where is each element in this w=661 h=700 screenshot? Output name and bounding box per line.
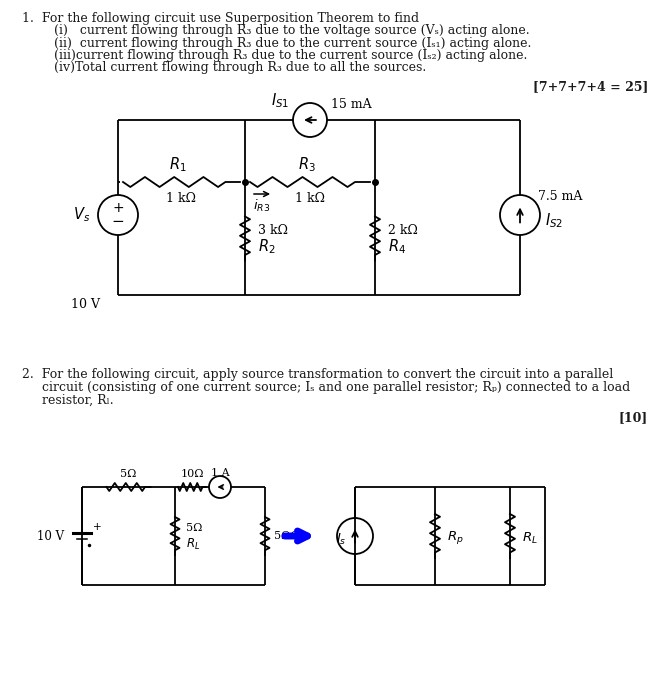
Text: 3 kΩ: 3 kΩ [258,224,288,237]
Text: 15 mA: 15 mA [331,97,371,111]
Text: 5Ω: 5Ω [120,469,137,479]
Text: $R_4$: $R_4$ [388,237,406,256]
Text: 2 kΩ: 2 kΩ [388,224,418,237]
Text: 5ΩΩ: 5ΩΩ [274,531,299,541]
Text: $R_2$: $R_2$ [258,237,276,256]
Text: $R_L$: $R_L$ [522,531,538,545]
Text: circuit (consisting of one current source; Iₛ and one parallel resistor; Rₚ) con: circuit (consisting of one current sourc… [22,381,630,394]
Text: $V_s$: $V_s$ [73,206,90,224]
Text: [7+7+7+4 = 25]: [7+7+7+4 = 25] [533,80,648,93]
Text: 10 V: 10 V [37,529,64,542]
Text: (i)   current flowing through R₃ due to the voltage source (Vₛ) acting alone.: (i) current flowing through R₃ due to th… [22,24,529,37]
Text: +: + [93,522,102,532]
Text: $I_{S1}$: $I_{S1}$ [271,92,289,111]
Text: $I_s$: $I_s$ [336,531,347,547]
Text: 7.5 mA: 7.5 mA [538,190,582,204]
Text: 1 kΩ: 1 kΩ [167,192,196,204]
Text: 10Ω: 10Ω [180,469,204,479]
Text: $R_L$: $R_L$ [186,536,200,552]
Text: 5Ω: 5Ω [186,523,202,533]
Text: 10 V: 10 V [71,298,100,312]
Text: +: + [112,201,124,215]
Text: $R_1$: $R_1$ [169,155,186,174]
Text: $R_3$: $R_3$ [298,155,316,174]
Text: 2.  For the following circuit, apply source transformation to convert the circui: 2. For the following circuit, apply sour… [22,368,613,381]
Text: $I_{S2}$: $I_{S2}$ [545,211,563,230]
Text: 1.  For the following circuit use Superposition Theorem to find: 1. For the following circuit use Superpo… [22,12,419,25]
Text: (iii)current flowing through R₃ due to the current source (Iₛ₂) acting alone.: (iii)current flowing through R₃ due to t… [22,49,527,62]
Text: $R_p$: $R_p$ [447,529,463,547]
Text: 1 A: 1 A [211,468,229,478]
Text: [10]: [10] [619,411,648,424]
Text: −: − [112,214,124,230]
Text: (iv)Total current flowing through R₃ due to all the sources.: (iv)Total current flowing through R₃ due… [22,62,426,74]
Text: 1 kΩ: 1 kΩ [295,192,325,204]
Text: (ii)  current flowing through R₃ due to the current source (Iₛ₁) acting alone.: (ii) current flowing through R₃ due to t… [22,36,531,50]
Text: $i_{R3}$: $i_{R3}$ [253,198,270,214]
Text: resistor, Rₗ.: resistor, Rₗ. [22,394,114,407]
